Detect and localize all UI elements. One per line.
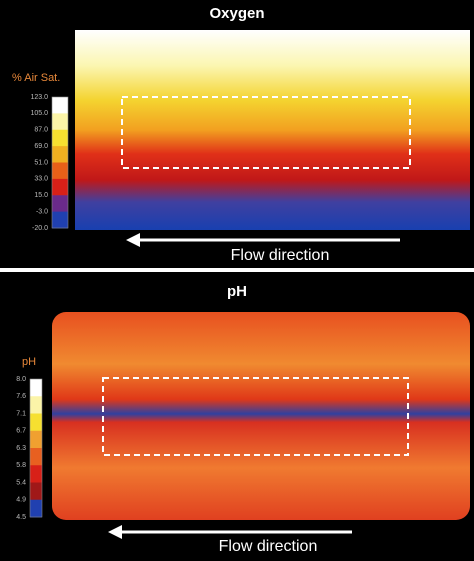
scale-segment <box>30 396 42 414</box>
caption: Flow direction <box>231 247 330 264</box>
scale-segment <box>30 465 42 483</box>
scale-tick-label: 7.1 <box>16 410 26 417</box>
scale-tick-label: 15.0 <box>34 192 48 199</box>
scale-segment <box>52 146 68 163</box>
ph-image <box>52 312 470 520</box>
region-box <box>121 96 411 169</box>
scale-tick-label: 33.0 <box>34 176 48 183</box>
scale-segment <box>30 448 42 466</box>
scale-tick-label: 123.0 <box>30 94 48 101</box>
scale-segment <box>52 97 68 114</box>
scale-tick-label: -3.0 <box>36 208 48 215</box>
scale-segment <box>30 482 42 501</box>
scale-segment <box>52 162 68 180</box>
oxygen-image <box>75 30 470 230</box>
scale-tick-label: 4.9 <box>16 497 26 504</box>
scale-tick-label: 105.0 <box>30 110 48 117</box>
scale-segment <box>30 499 42 518</box>
scale-label: pH <box>22 356 36 368</box>
region-box <box>102 377 409 456</box>
scale-frame <box>29 378 43 518</box>
scale-segment <box>30 413 42 432</box>
scale-tick-label: 6.3 <box>16 445 26 452</box>
scale-tick-label: 51.0 <box>34 159 48 166</box>
divider <box>0 268 474 272</box>
scale-segment <box>52 195 68 213</box>
ph-panel: pH pH 8.0 7.6 7.1 6.7 6.3 5.8 5.4 4.9 4.5 Flow d… <box>16 283 470 555</box>
scale-frame <box>51 96 69 229</box>
scale-tick-label: 69.0 <box>34 143 48 150</box>
scale-tick-label: 6.7 <box>16 428 26 435</box>
scale-tick-label: 87.0 <box>34 127 48 134</box>
oxygen-panel: Oxygen % Air Sat. 123.0 105.0 87.0 69.0 51.0… <box>12 5 470 264</box>
panel-title: pH <box>227 283 247 300</box>
caption: Flow direction <box>219 538 318 555</box>
scale-tick-label: 5.4 <box>16 479 26 486</box>
panel-title: Oxygen <box>209 5 264 22</box>
arrow-head <box>126 233 140 247</box>
color-scale: 123.0 105.0 87.0 69.0 51.0 33.0 15.0 -3.0 -20.0 <box>30 94 69 232</box>
scale-segment <box>52 113 68 131</box>
scale-label: % Air Sat. <box>12 72 60 84</box>
scale-segment <box>52 129 68 147</box>
color-scale: 8.0 7.6 7.1 6.7 6.3 5.8 5.4 4.9 4.5 <box>16 376 43 521</box>
scale-tick-label: 7.6 <box>16 393 26 400</box>
scale-segment <box>30 430 42 449</box>
scale-tick-label: 4.5 <box>16 514 26 521</box>
scale-tick-label: 5.8 <box>16 462 26 469</box>
scale-segment <box>30 379 42 397</box>
scale-tick-label: -20.0 <box>32 225 48 232</box>
scale-tick-label: 8.0 <box>16 376 26 383</box>
arrow-head <box>108 525 122 539</box>
scale-segment <box>52 178 68 196</box>
scale-segment <box>52 211 68 229</box>
